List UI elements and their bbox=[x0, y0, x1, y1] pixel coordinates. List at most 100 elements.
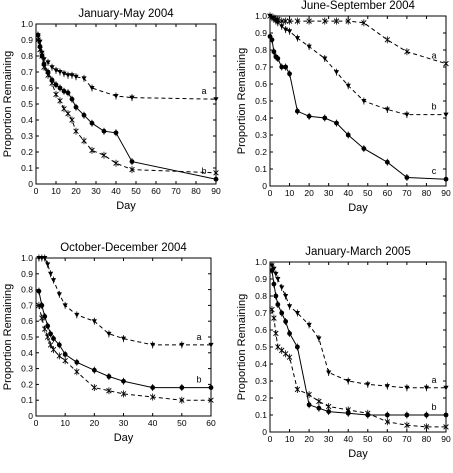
series: b bbox=[35, 31, 219, 183]
data-point bbox=[179, 385, 185, 390]
series: b bbox=[267, 12, 449, 119]
data-point bbox=[113, 130, 119, 136]
data-point bbox=[81, 112, 87, 118]
y-tick-label: 0.8 bbox=[21, 51, 33, 61]
data-point bbox=[91, 384, 98, 391]
y-tick-label: 1.0 bbox=[255, 257, 267, 267]
series: b bbox=[269, 267, 449, 419]
data-point bbox=[208, 397, 214, 403]
data-point bbox=[74, 312, 80, 318]
data-point bbox=[306, 402, 312, 408]
x-tick-label: 90 bbox=[441, 188, 451, 198]
y-tick-label: 0.9 bbox=[255, 274, 267, 284]
x-tick-label: 40 bbox=[343, 188, 353, 198]
data-point bbox=[53, 82, 59, 88]
data-point bbox=[65, 110, 71, 117]
data-point bbox=[36, 302, 42, 309]
y-tick-label: 0.2 bbox=[21, 379, 33, 389]
data-point bbox=[404, 422, 410, 428]
data-point bbox=[273, 330, 279, 337]
data-point bbox=[279, 24, 285, 29]
data-point bbox=[91, 319, 97, 324]
x-axis-label: Day bbox=[348, 202, 368, 214]
data-point bbox=[73, 74, 79, 80]
data-point bbox=[42, 326, 48, 332]
series: a bbox=[36, 254, 214, 349]
data-point bbox=[306, 322, 312, 328]
x-tick-label: 20 bbox=[90, 418, 100, 428]
chart-panel: October-December 2004 0 10 20 30 40 50 60 0 0.1 0.… bbox=[2, 242, 216, 444]
data-point bbox=[89, 86, 95, 91]
data-point bbox=[56, 342, 62, 348]
data-point bbox=[384, 412, 390, 418]
data-point bbox=[57, 98, 63, 104]
data-point bbox=[282, 18, 289, 24]
data-point bbox=[384, 107, 390, 113]
data-point bbox=[269, 37, 275, 43]
data-point bbox=[120, 391, 127, 397]
series-line bbox=[37, 35, 217, 180]
data-point bbox=[443, 385, 449, 391]
x-tick-label: 30 bbox=[324, 188, 334, 198]
y-tick-label: 0.7 bbox=[255, 62, 267, 72]
data-point bbox=[56, 353, 63, 359]
data-point bbox=[271, 266, 277, 272]
y-tick-label: 0.7 bbox=[255, 308, 267, 318]
data-point bbox=[365, 410, 371, 417]
data-point bbox=[45, 60, 51, 65]
series-line bbox=[269, 36, 447, 180]
panel-title: June-September 2004 bbox=[301, 0, 415, 12]
x-tick-label: 0 bbox=[34, 186, 39, 196]
y-tick-label: 0.5 bbox=[255, 96, 267, 106]
data-point bbox=[384, 384, 390, 389]
data-point bbox=[50, 346, 57, 353]
x-tick-label: 10 bbox=[51, 186, 61, 196]
x-tick-label: 10 bbox=[285, 188, 295, 198]
data-point bbox=[275, 56, 281, 61]
y-tick-label: 0 bbox=[28, 179, 33, 189]
data-point bbox=[286, 18, 293, 24]
data-point bbox=[333, 70, 340, 75]
y-tick-label: 0.9 bbox=[255, 28, 267, 38]
data-point bbox=[316, 405, 322, 411]
y-tick-label: 0.6 bbox=[255, 325, 267, 335]
data-point bbox=[74, 369, 80, 375]
data-point bbox=[283, 27, 289, 33]
data-point bbox=[423, 424, 430, 430]
data-point bbox=[306, 113, 312, 119]
chart-panel: January-March 2005 0 10 20 30 40 50 60 70 80 90 0 0.… bbox=[236, 246, 451, 460]
y-tick-label: 0.9 bbox=[21, 269, 33, 279]
data-point bbox=[213, 97, 219, 102]
data-point bbox=[213, 170, 219, 176]
data-point bbox=[73, 104, 79, 110]
y-tick-label: 0 bbox=[262, 427, 267, 437]
x-tick-label: 40 bbox=[343, 434, 353, 444]
data-point bbox=[322, 18, 328, 24]
data-point bbox=[91, 367, 97, 373]
data-point bbox=[404, 175, 410, 180]
data-point bbox=[275, 20, 281, 26]
data-point bbox=[179, 397, 185, 403]
series-line bbox=[269, 15, 447, 65]
data-point bbox=[283, 294, 289, 299]
data-point bbox=[37, 46, 43, 53]
data-point bbox=[49, 65, 55, 70]
y-tick-label: 0.4 bbox=[21, 115, 33, 125]
series-line bbox=[271, 309, 446, 428]
data-point bbox=[404, 112, 410, 118]
data-point bbox=[89, 147, 95, 154]
data-point bbox=[129, 166, 135, 173]
data-point bbox=[39, 315, 45, 321]
data-point bbox=[61, 71, 67, 77]
data-point bbox=[384, 37, 391, 43]
x-tick-label: 80 bbox=[422, 434, 432, 444]
data-point bbox=[51, 336, 56, 341]
y-tick-label: 0.3 bbox=[21, 364, 33, 374]
y-tick-label: 0.5 bbox=[255, 342, 267, 352]
y-tick-label: 0.3 bbox=[255, 376, 267, 386]
data-point bbox=[62, 351, 68, 357]
data-point bbox=[44, 334, 51, 340]
data-point bbox=[42, 256, 48, 261]
data-point bbox=[62, 357, 68, 364]
